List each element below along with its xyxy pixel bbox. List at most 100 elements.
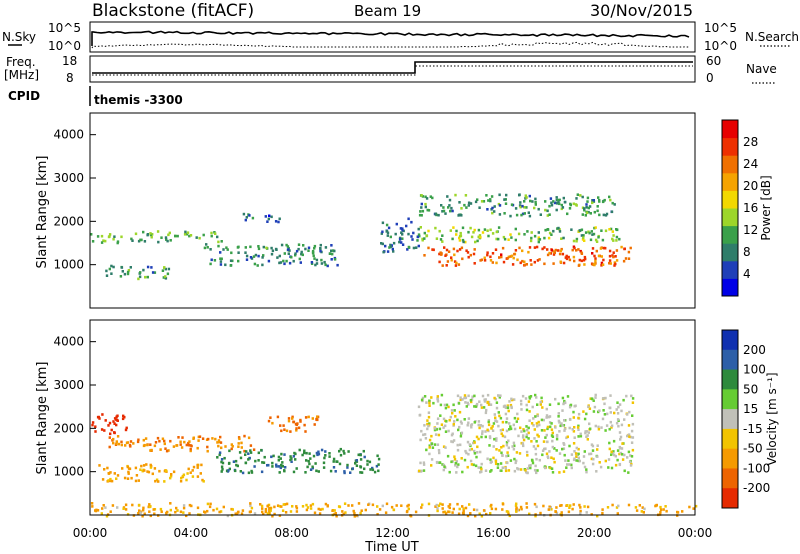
- scatter-cell: [538, 458, 541, 462]
- scatter-cell: [96, 415, 100, 419]
- scatter-cell: [507, 238, 510, 241]
- scatter-cell: [566, 463, 569, 466]
- scatter-cell: [586, 438, 589, 441]
- scatter-cell: [335, 514, 338, 518]
- scatter-cell: [566, 395, 570, 398]
- scatter-cell: [225, 246, 228, 249]
- scatter-cell: [301, 505, 305, 508]
- scatter-cell: [597, 254, 601, 258]
- freq-panel: Freq. [MHz] 18 8 60 0 Nave: [4, 54, 777, 85]
- scatter-cell: [109, 471, 112, 474]
- scatter-cell: [407, 507, 410, 511]
- scatter-cell: [523, 206, 526, 209]
- scatter-cell: [381, 221, 385, 225]
- scatter-cell: [161, 269, 165, 272]
- y-tick-label: 1000: [53, 258, 84, 272]
- scatter-cell: [244, 251, 247, 254]
- scatter-cell: [609, 411, 612, 414]
- scatter-cell: [470, 463, 474, 466]
- scatter-cell: [434, 433, 438, 436]
- scatter-cell: [461, 238, 465, 242]
- scatter-cell: [560, 504, 563, 507]
- scatter-cell: [620, 409, 623, 413]
- scatter-cell: [568, 463, 571, 466]
- scatter-cell: [346, 463, 349, 467]
- freq-label: Freq.: [6, 55, 36, 69]
- scatter-cell: [508, 422, 511, 425]
- scatter-cell: [346, 466, 349, 469]
- scatter-cell: [419, 210, 422, 213]
- scatter-cell: [343, 470, 346, 473]
- colorbar-tick-label: -100: [743, 461, 770, 475]
- scatter-cell: [376, 454, 379, 458]
- scatter-cell: [398, 240, 401, 244]
- scatter-cell: [578, 258, 581, 262]
- colorbar-tick-label: 200: [743, 343, 766, 357]
- scatter-cell: [493, 437, 496, 441]
- scatter-cell: [469, 226, 472, 230]
- scatter-cell: [528, 410, 531, 413]
- scatter-cell: [309, 507, 313, 510]
- scatter-cell: [478, 400, 481, 403]
- scatter-cell: [418, 413, 422, 417]
- scatter-cell: [615, 408, 618, 411]
- scatter-cell: [489, 512, 492, 515]
- scatter-cell: [620, 245, 623, 249]
- scatter-cell: [149, 466, 153, 469]
- scatter-cell: [206, 246, 209, 249]
- scatter-cell: [582, 234, 585, 237]
- scatter-cell: [134, 479, 138, 483]
- scatter-cell: [113, 417, 117, 420]
- scatter-cell: [91, 423, 94, 427]
- scatter-cell: [507, 469, 511, 472]
- scatter-cell: [110, 428, 113, 432]
- scatter-cell: [107, 424, 110, 427]
- scatter-cell: [628, 460, 632, 464]
- scatter-cell: [202, 480, 205, 483]
- scatter-cell: [157, 240, 160, 244]
- scatter-cell: [108, 235, 111, 238]
- scatter-cell: [545, 416, 548, 419]
- scatter-cell: [599, 465, 603, 469]
- scatter-cell: [277, 220, 280, 224]
- scatter-cell: [454, 461, 457, 465]
- scatter-cell: [676, 511, 680, 514]
- scatter-cell: [495, 401, 499, 404]
- scatter-cell: [494, 507, 498, 511]
- scatter-cell: [180, 476, 183, 480]
- scatter-cell: [508, 514, 511, 518]
- scatter-cell: [508, 400, 511, 403]
- scatter-cell: [426, 419, 429, 422]
- scatter-cell: [155, 478, 159, 482]
- scatter-cell: [135, 474, 139, 477]
- scatter-cell: [502, 444, 505, 448]
- scatter-cell: [609, 198, 612, 202]
- scatter-cell: [515, 510, 518, 513]
- scatter-cell: [509, 214, 512, 218]
- scatter-cell: [527, 426, 530, 430]
- scatter-cell: [398, 238, 402, 241]
- scatter-cell: [229, 264, 232, 267]
- scatter-cell: [611, 452, 615, 455]
- scatter-cell: [279, 424, 282, 427]
- scatter-cell: [381, 242, 384, 246]
- scatter-cell: [439, 414, 442, 417]
- scatter-cell: [478, 426, 481, 430]
- scatter-cell: [390, 245, 393, 248]
- scatter-cell: [283, 428, 286, 431]
- scatter-cell: [489, 255, 492, 259]
- scatter-cell: [262, 461, 266, 464]
- scatter-cell: [585, 470, 588, 474]
- scatter-cell: [455, 460, 458, 463]
- scatter-cell: [499, 416, 503, 420]
- scatter-cell: [664, 505, 667, 508]
- scatter-cell: [210, 258, 213, 262]
- scatter-cell: [529, 464, 532, 467]
- scatter-cell: [244, 246, 247, 249]
- scatter-cell: [474, 200, 478, 204]
- scatter-cell: [692, 507, 695, 510]
- scatter-cell: [331, 509, 334, 512]
